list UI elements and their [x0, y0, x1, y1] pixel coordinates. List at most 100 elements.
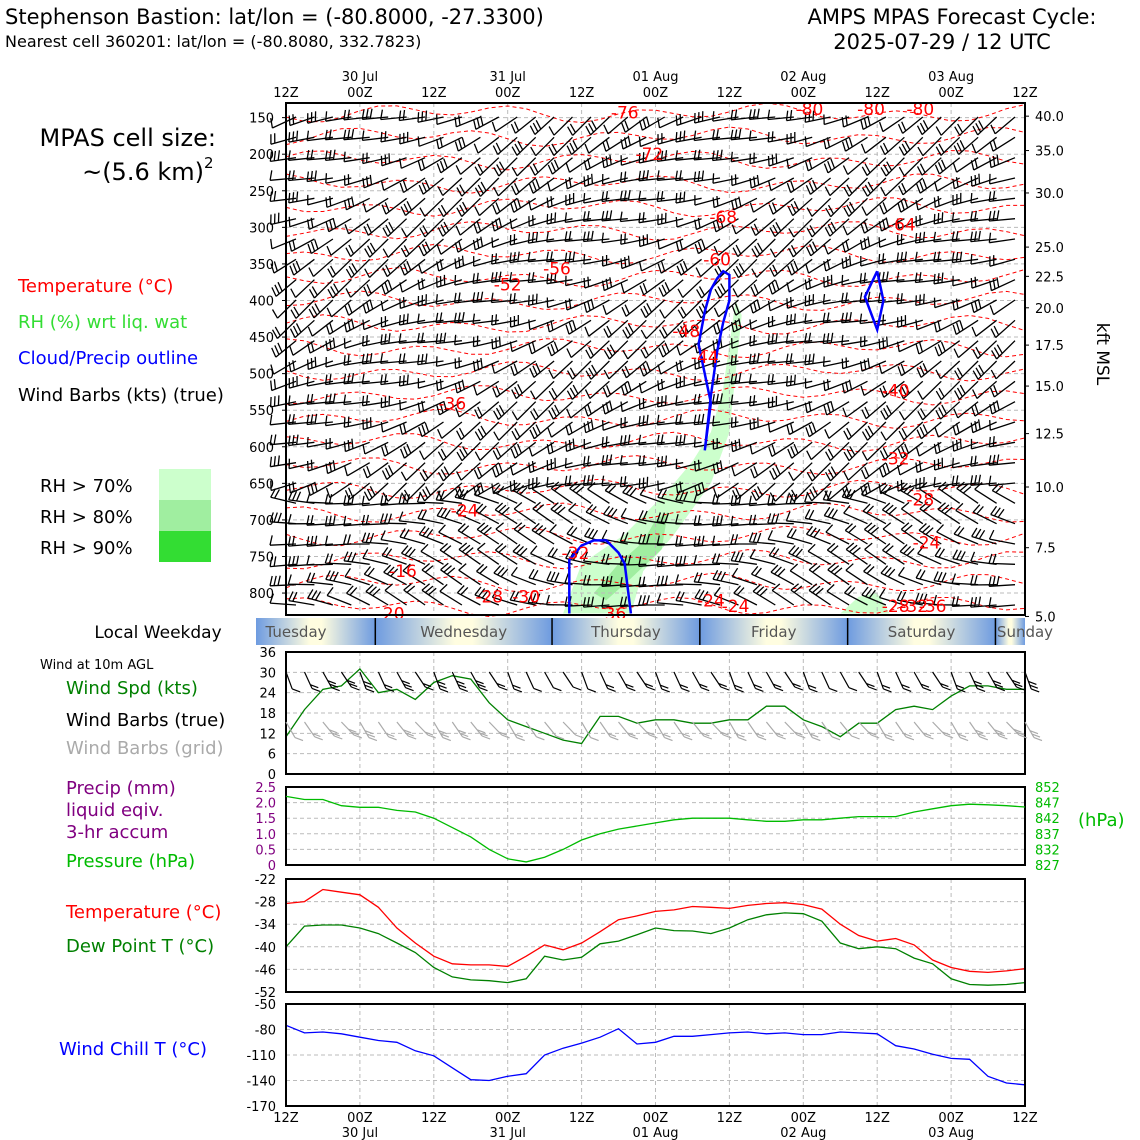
wind-barb: [435, 312, 462, 324]
wind-barb: [510, 197, 537, 213]
wind-barb: [768, 197, 795, 215]
wind-barb: [860, 115, 887, 130]
kft-tick-label: 5.0: [1035, 610, 1056, 625]
wind-barb: [748, 373, 776, 385]
wind-barb: [769, 218, 795, 237]
wind-barb: [657, 238, 684, 250]
wind-barb: [619, 434, 647, 447]
wind-barb: [381, 462, 408, 480]
forecast-cycle-title: AMPS MPAS Forecast Cycle:: [808, 5, 1097, 29]
wind-barb: [972, 116, 998, 136]
wind-barb: [897, 116, 924, 134]
wind-barb: [363, 218, 389, 236]
wind-barb: [954, 360, 979, 380]
wind-barb: [419, 441, 444, 461]
wind-barb: [953, 401, 979, 419]
legend-rh90-swatch: [159, 531, 211, 562]
wind-barb: [860, 380, 887, 396]
wind-barb: [897, 197, 924, 213]
wind-barb: [402, 563, 426, 586]
wind-barb: [530, 380, 555, 400]
wind-barb: [510, 116, 537, 134]
wind-barb: [693, 572, 721, 586]
wind-barb: [917, 401, 942, 421]
panel-y-tick-label: 1.0: [255, 828, 276, 843]
wind-barb: [380, 131, 407, 143]
wind-barb: [382, 258, 408, 278]
wind-barb: [638, 556, 665, 567]
cell-size-value: ~(5.6 km): [82, 158, 204, 186]
wind-barb: [711, 129, 739, 141]
wind-barb: [344, 462, 371, 477]
wind-barb: [712, 415, 739, 427]
top-hour-label: 12Z: [1012, 86, 1038, 101]
wind-barb: [583, 173, 610, 188]
wind-barb: [401, 545, 426, 565]
grid-wind-barb: [322, 721, 343, 740]
wind-barb: [767, 316, 794, 328]
wind-barb: [915, 460, 942, 474]
wind-barb: [603, 319, 629, 339]
wind-barb: [621, 299, 647, 317]
wind-barb: [458, 563, 481, 586]
wind-barb: [675, 395, 702, 406]
wind-barb: [473, 136, 500, 154]
wind-barb: [711, 149, 739, 162]
wind-barb: [288, 130, 315, 143]
wind-barb: [620, 255, 647, 270]
legend-rh80-swatch: [159, 500, 211, 531]
wind-barb: [548, 136, 573, 156]
wind-barb: [951, 251, 979, 264]
wind-barb: [550, 502, 573, 525]
wind-barb: [788, 218, 813, 238]
grid-wind-barb: [710, 721, 732, 739]
pressure-line: [285, 795, 1026, 863]
wind-barb: [290, 279, 315, 298]
wind-barb: [767, 299, 795, 312]
wind-barb: [566, 401, 592, 419]
wind-barb: [527, 251, 555, 263]
wind-barb: [990, 505, 1016, 525]
wind-barb: [749, 197, 776, 213]
wind-barb: [750, 462, 776, 479]
wind-barb: [362, 441, 389, 455]
wind-barb: [970, 254, 997, 265]
wind-barb: [361, 108, 389, 120]
panel-y-tick-label: 36: [259, 646, 276, 661]
wind-barb: [785, 511, 813, 525]
pressure-tick-label: 300: [249, 221, 274, 236]
wind-barb: [952, 192, 979, 206]
wind-barb: [620, 380, 647, 396]
wind-barb: [436, 400, 463, 416]
wind-barb: [955, 502, 979, 525]
true-wind-barb: [821, 671, 838, 692]
true-wind-barb: [784, 671, 804, 691]
wind-barb: [493, 157, 518, 177]
wind-barb: [749, 319, 776, 331]
weekday-title: Local Weekday: [94, 623, 221, 643]
series-line: [285, 1024, 1026, 1086]
kft-tick-label: 25.0: [1035, 241, 1064, 256]
wind-barb: [344, 568, 370, 586]
temperature-contour-label: -24: [451, 501, 479, 521]
wind-barb: [569, 481, 592, 504]
wind-barb: [730, 354, 757, 366]
wind-barb: [325, 319, 352, 335]
grid-wind-barb: [913, 721, 934, 740]
wind-barb: [546, 231, 573, 243]
wind-barb: [382, 218, 408, 237]
wind-barb: [730, 438, 758, 453]
wind-barb: [657, 395, 684, 408]
panel-y-tick-label: 30: [259, 666, 276, 681]
wind-barb: [826, 584, 850, 606]
wind-barb: [805, 421, 831, 438]
wind-barb: [808, 583, 831, 606]
wind-barb: [269, 556, 297, 568]
wind-barb: [417, 509, 444, 525]
wind-barb: [897, 441, 924, 459]
wind-barb: [693, 555, 721, 566]
wind-barb: [804, 400, 831, 414]
pressure-tick-label: 650: [249, 477, 274, 492]
wind-barb: [511, 157, 537, 177]
wind-barb: [917, 136, 942, 157]
